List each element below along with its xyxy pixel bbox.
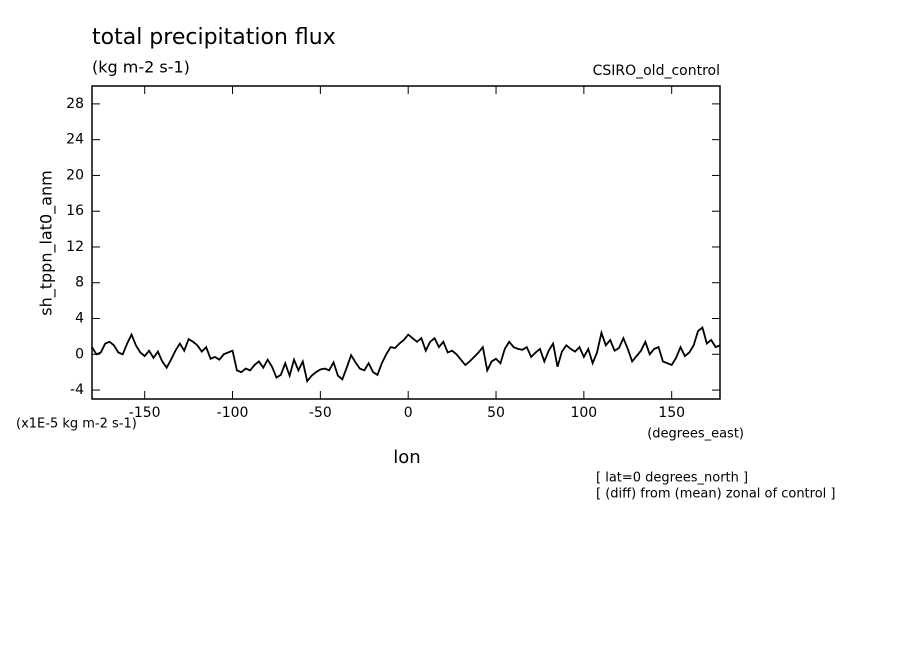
y-axis-label: sh_tppn_lat0_anm [37, 170, 57, 315]
x-tick-label: 100 [570, 405, 597, 421]
y-tick-label: 12 [66, 239, 84, 255]
x-tick-label: -50 [309, 405, 332, 421]
x-tick-label: -150 [129, 405, 161, 421]
x-axis-label: lon [393, 447, 420, 468]
y-tick-label: 20 [66, 167, 84, 183]
x-tick-label: -100 [217, 405, 249, 421]
x-tick-label: 150 [658, 405, 685, 421]
y-tick-label: 16 [66, 203, 84, 219]
y-tick-label: 8 [75, 275, 84, 291]
note: [ lat=0 degrees_north ] [596, 471, 748, 486]
y-tick-label: 28 [66, 96, 84, 112]
chart-title: total precipitation flux [92, 25, 336, 50]
plot-frame [91, 85, 721, 400]
note: [ (diff) from (mean) zonal of control ] [596, 487, 835, 502]
y-tick-label: 4 [75, 311, 84, 327]
run-label: CSIRO_old_control [593, 63, 720, 79]
x-tick-label: 0 [404, 405, 413, 421]
y-units: (x1E-5 kg m-2 s-1) [16, 417, 137, 432]
y-tick-label: 24 [66, 132, 84, 148]
data-line [91, 325, 721, 384]
y-tick-label: -4 [70, 382, 84, 398]
y-tick-label: 0 [75, 346, 84, 362]
x-units: (degrees_east) [647, 427, 744, 442]
chart-subtitle: (kg m-2 s-1) [92, 58, 190, 77]
x-tick-label: 50 [487, 405, 505, 421]
